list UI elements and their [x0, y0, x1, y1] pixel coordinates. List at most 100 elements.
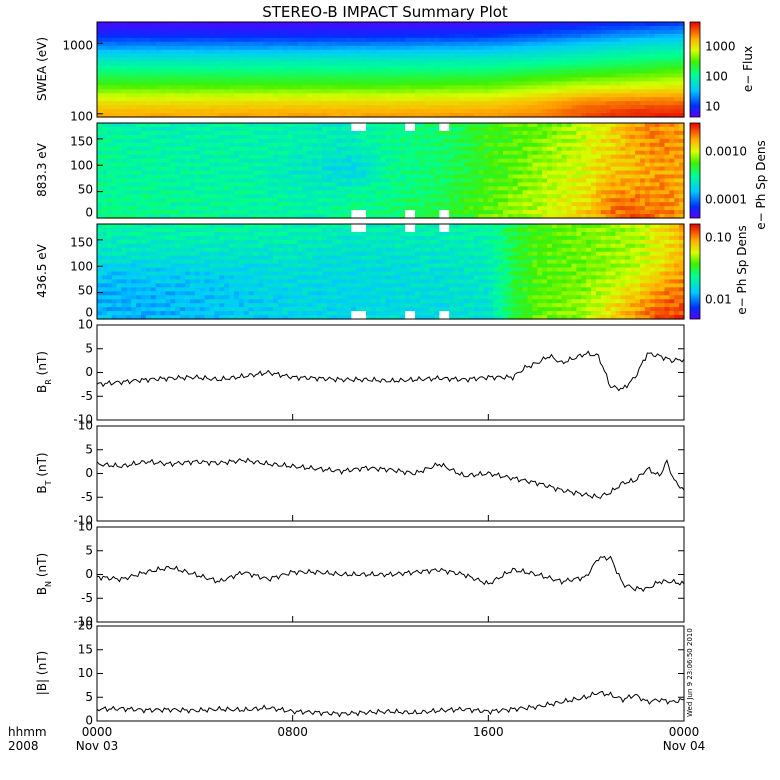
pad883-heatmap-cell: [498, 190, 504, 195]
swea-heatmap-cell: [551, 49, 558, 55]
pad883-heatmap-cell: [126, 198, 132, 203]
swea-heatmap-cell: [292, 53, 299, 59]
pad883-heatmap-cell: [97, 134, 103, 140]
pad883-heatmap-cell: [478, 158, 485, 164]
pad883-heatmap-cell: [395, 154, 401, 160]
swea-heatmap-cell: [185, 29, 191, 35]
pad883-heatmap-cell: [507, 162, 514, 168]
pad883-heatmap-cell: [483, 130, 489, 136]
pad883-heatmap-cell: [503, 198, 509, 203]
swea-heatmap-cell: [317, 57, 323, 63]
swea-heatmap-cell: [483, 45, 489, 51]
swea-heatmap-cell: [424, 113, 431, 118]
pad883-heatmap-cell: [361, 134, 367, 140]
swea-heatmap-cell: [287, 73, 294, 79]
swea-heatmap-cell: [258, 37, 264, 43]
swea-heatmap-cell: [175, 101, 181, 106]
swea-heatmap-cell: [302, 85, 308, 90]
swea-heatmap-cell: [458, 97, 465, 102]
swea-heatmap-cell: [566, 81, 573, 86]
swea-heatmap-cell: [97, 77, 103, 82]
pad883-heatmap-cell: [414, 194, 421, 199]
swea-heatmap-cell: [581, 33, 587, 39]
swea-heatmap-cell: [669, 41, 675, 47]
swea-heatmap-cell: [307, 65, 313, 71]
swea-heatmap-cell: [229, 25, 235, 31]
swea-heatmap-cell: [111, 57, 118, 63]
pad883-heatmap-cell: [287, 206, 294, 211]
swea-heatmap-cell: [243, 33, 250, 39]
swea-heatmap-cell: [204, 93, 211, 98]
swea-heatmap-cell: [483, 61, 489, 67]
swea-heatmap-cell: [664, 97, 670, 102]
swea-heatmap-cell: [155, 65, 162, 71]
pad883-heatmap-cell: [366, 130, 372, 136]
pad883-heatmap-cell: [400, 206, 406, 211]
swea-heatmap-cell: [189, 81, 196, 86]
swea-heatmap-cell: [527, 61, 533, 67]
swea-heatmap-cell: [263, 77, 269, 82]
swea-heatmap-cell: [414, 53, 421, 59]
swea-heatmap-cell: [219, 25, 225, 31]
swea-heatmap-cell: [507, 25, 514, 31]
pad883-heatmap-cell: [473, 166, 480, 172]
pad883-heatmap-cell: [361, 214, 367, 219]
pad883-heatmap-cell: [336, 214, 343, 219]
pad883-heatmap-cell: [302, 130, 308, 136]
swea-heatmap-cell: [414, 93, 421, 98]
swea-heatmap-cell: [106, 49, 113, 55]
swea-heatmap-cell: [370, 25, 377, 31]
swea-heatmap-cell: [106, 85, 113, 90]
pad883-heatmap-cell: [458, 190, 465, 195]
swea-heatmap-cell: [224, 81, 230, 86]
swea-heatmap-cell: [654, 101, 661, 106]
swea-heatmap-cell: [503, 37, 509, 43]
pad883-heatmap-cell: [410, 206, 416, 211]
pad883-heatmap-cell: [385, 174, 392, 180]
swea-heatmap-cell: [385, 89, 392, 94]
swea-heatmap-cell: [180, 33, 186, 39]
swea-heatmap-cell: [180, 77, 186, 82]
swea-heatmap-cell: [620, 61, 626, 67]
swea-heatmap-cell: [248, 105, 255, 110]
pad883-heatmap-cell: [503, 178, 509, 183]
pad883-heatmap-cell: [277, 146, 284, 152]
swea-heatmap-cell: [595, 81, 602, 86]
swea-heatmap-cell: [336, 22, 343, 27]
swea-heatmap-cell: [488, 41, 494, 47]
pad883-heatmap-cell: [97, 150, 103, 156]
swea-heatmap-cell: [160, 93, 167, 98]
swea-heatmap-cell: [493, 61, 499, 67]
pad883-heatmap-cell: [449, 198, 455, 203]
pad883-heatmap-cell: [341, 162, 348, 168]
swea-heatmap-cell: [346, 105, 352, 110]
pad883-heatmap-cell: [121, 206, 127, 211]
swea-heatmap-cell: [664, 25, 670, 31]
swea-heatmap-cell: [444, 25, 450, 31]
swea-heatmap-cell: [229, 53, 235, 59]
swea-heatmap-cell: [429, 49, 436, 55]
swea-heatmap-cell: [326, 97, 333, 102]
swea-heatmap-cell: [180, 37, 186, 43]
pad883-heatmap-cell: [126, 142, 132, 148]
swea-heatmap-cell: [326, 49, 333, 55]
swea-heatmap-cell: [390, 101, 396, 106]
swea-heatmap-cell: [537, 41, 543, 47]
swea-heatmap-cell: [610, 25, 617, 31]
swea-heatmap-cell: [517, 97, 524, 102]
pad883-heatmap-cell: [410, 214, 416, 219]
swea-heatmap-cell: [141, 101, 147, 106]
swea-heatmap-cell: [131, 105, 137, 110]
pad883-heatmap-cell: [199, 214, 206, 219]
pad883-heatmap-cell: [375, 166, 382, 172]
swea-heatmap-cell: [395, 22, 401, 27]
swea-heatmap-cell: [351, 101, 357, 106]
pad883-heatmap-cell: [155, 190, 162, 195]
pad883-heatmap-cell: [199, 166, 206, 172]
swea-heatmap-cell: [116, 49, 123, 55]
swea-heatmap-cell: [654, 89, 661, 94]
swea-heatmap-cell: [341, 89, 348, 94]
pad883-heatmap-cell: [414, 178, 421, 183]
swea-heatmap-cell: [243, 81, 250, 86]
swea-heatmap-cell: [493, 22, 499, 27]
